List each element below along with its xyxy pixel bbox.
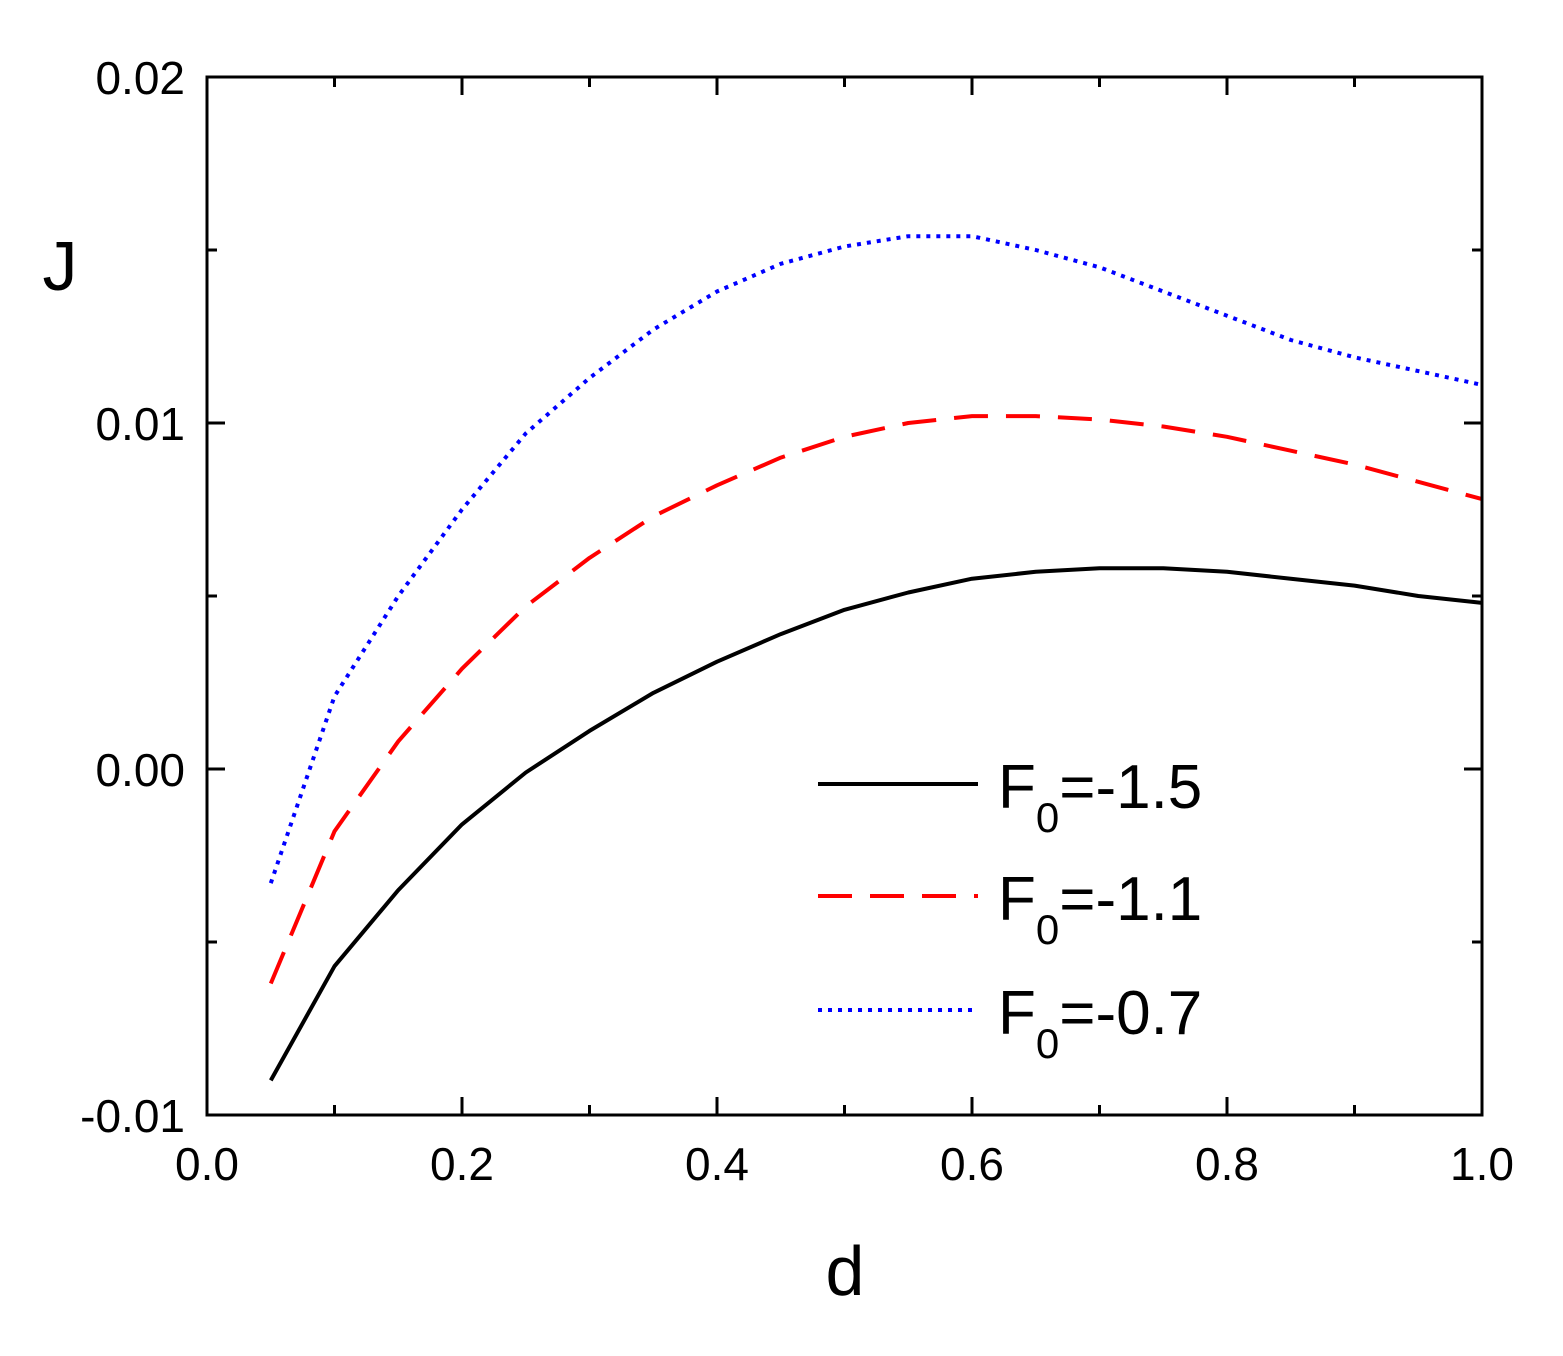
legend-label: F0=-1.5 [998,753,1202,841]
y-tick-label: 0.01 [95,398,185,450]
x-tick-labels: 0.0 0.2 0.4 0.6 0.8 1.0 [175,1138,1514,1190]
series-line [268,234,1483,884]
legend: F0=-1.5 F0=-1.1 F0=-0.7 [818,753,1202,1067]
x-tick-label: 1.0 [1450,1138,1514,1190]
legend-label: F0=-1.1 [998,865,1202,953]
plot-series [268,234,1483,1082]
series-line [268,414,1483,985]
y-tick-label: 0.02 [95,52,185,104]
x-axis-title: d [826,1232,865,1310]
series-line [269,566,1483,1082]
y-axis-title: J [43,227,78,305]
y-tick-labels: -0.01 0.00 0.01 0.02 [80,52,185,1142]
x-tick-label: 0.4 [685,1138,749,1190]
x-tick-label: 0.6 [940,1138,1004,1190]
x-tick-label: 0.0 [175,1138,239,1190]
x-tick-label: 0.8 [1195,1138,1259,1190]
axis-ticks [205,75,1484,1117]
plot-frame [205,75,1484,1117]
x-tick-label: 0.2 [430,1138,494,1190]
y-tick-label: 0.00 [95,744,185,796]
legend-label: F0=-0.7 [998,979,1202,1067]
y-tick-label: -0.01 [80,1090,185,1142]
